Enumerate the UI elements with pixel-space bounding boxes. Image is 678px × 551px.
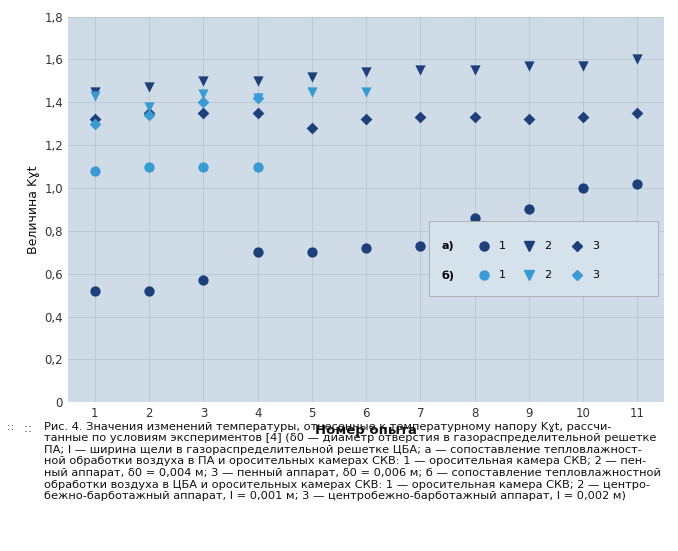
Point [198, 276, 209, 284]
Point [523, 115, 534, 124]
Point [306, 87, 317, 96]
Point [252, 94, 263, 102]
Point [578, 61, 589, 70]
Point [144, 109, 155, 117]
Point [415, 66, 426, 74]
Point [89, 287, 100, 295]
Point [361, 68, 372, 77]
Point [89, 166, 100, 175]
Text: 3: 3 [593, 241, 599, 251]
Point [632, 179, 643, 188]
Point [306, 72, 317, 81]
Text: 2: 2 [544, 271, 552, 280]
Text: ::: :: [7, 422, 18, 431]
X-axis label: Номер опыта: Номер опыта [315, 424, 417, 437]
Point [144, 162, 155, 171]
Point [415, 241, 426, 250]
Point [144, 287, 155, 295]
Point [361, 244, 372, 252]
Point [306, 248, 317, 257]
Point [578, 183, 589, 192]
Point [469, 66, 480, 74]
Point [144, 111, 155, 120]
Point [144, 102, 155, 111]
Point [469, 214, 480, 223]
Text: 1: 1 [499, 271, 506, 280]
Point [415, 113, 426, 122]
Point [89, 91, 100, 100]
Point [89, 119, 100, 128]
Point [523, 205, 534, 214]
Text: б): б) [442, 270, 455, 280]
Text: 2: 2 [544, 241, 552, 251]
Point [198, 162, 209, 171]
Point [252, 94, 263, 102]
Point [252, 248, 263, 257]
Point [252, 162, 263, 171]
FancyBboxPatch shape [428, 221, 658, 296]
Point [361, 115, 372, 124]
Point [198, 109, 209, 117]
Point [198, 89, 209, 98]
Point [252, 109, 263, 117]
Text: а): а) [442, 241, 454, 251]
Y-axis label: Величина Kɣt: Величина Kɣt [27, 165, 40, 253]
Text: 3: 3 [593, 271, 599, 280]
Point [198, 77, 209, 85]
Point [89, 115, 100, 124]
Point [306, 123, 317, 132]
Point [578, 113, 589, 122]
Point [632, 55, 643, 64]
Point [632, 109, 643, 117]
Point [144, 83, 155, 91]
Point [252, 77, 263, 85]
Text: 1: 1 [499, 241, 506, 251]
Text: Рис. 4. Значения изменений температуры, отнесенные к температурному напору Kɣt, : Рис. 4. Значения изменений температуры, … [44, 422, 661, 501]
Point [469, 113, 480, 122]
Point [198, 98, 209, 107]
Text: ::: :: [24, 422, 35, 435]
Point [89, 87, 100, 96]
Point [523, 61, 534, 70]
Point [361, 87, 372, 96]
